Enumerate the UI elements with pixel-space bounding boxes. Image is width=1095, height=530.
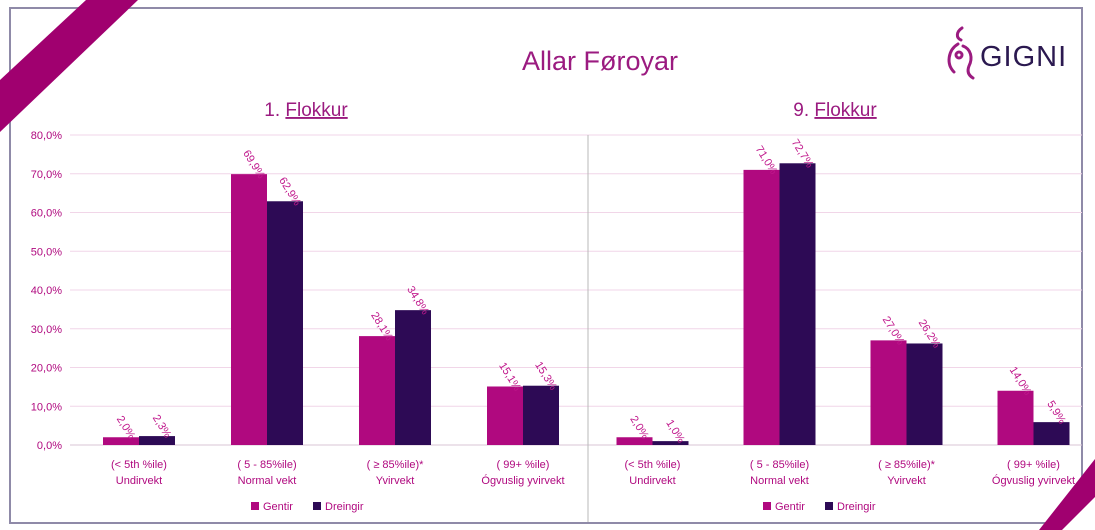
category-sublabel: Yvirvekt bbox=[376, 475, 415, 487]
y-tick-label: 0,0% bbox=[37, 440, 62, 452]
y-tick-label: 30,0% bbox=[31, 324, 62, 336]
bar-gentir-2-4 bbox=[997, 390, 1034, 445]
bar-gentir-1-3 bbox=[359, 336, 395, 445]
panel-1-title-prefix: 1. bbox=[264, 100, 285, 121]
panel-1-title: 1. Flokkur bbox=[264, 100, 348, 121]
panel-2-title-prefix: 9. bbox=[793, 100, 814, 121]
gigni-figure-icon bbox=[947, 26, 975, 80]
bar-dreingir-2-4 bbox=[1033, 422, 1070, 445]
bar-dreingir-1-2 bbox=[267, 201, 303, 445]
slide-border bbox=[9, 7, 1083, 524]
category-label: ( ≥ 85%ile)* bbox=[367, 459, 424, 471]
y-tick-label: 20,0% bbox=[31, 363, 62, 375]
bar-dreingir-2-1 bbox=[652, 441, 689, 445]
legend-swatch-dreingir bbox=[313, 502, 321, 510]
legend-label-gentir: Gentir bbox=[263, 501, 293, 513]
bar-gentir-2-1 bbox=[616, 437, 653, 445]
bar-dreingir-1-1 bbox=[139, 436, 175, 445]
category-sublabel: Undirvekt bbox=[629, 475, 675, 487]
category-label: ( 99+ %ile) bbox=[497, 459, 550, 471]
category-sublabel: Normal vekt bbox=[750, 475, 809, 487]
category-label: ( 99+ %ile) bbox=[1007, 459, 1060, 471]
y-tick-label: 70,0% bbox=[31, 169, 62, 181]
legend-label-dreingir: Dreingir bbox=[837, 501, 876, 513]
category-label: ( 5 - 85%ile) bbox=[237, 459, 296, 471]
bar-gentir-1-1 bbox=[103, 437, 139, 445]
bar-dreingir-2-3 bbox=[906, 343, 943, 445]
category-label: (< 5th %ile) bbox=[625, 459, 681, 471]
panel-2-title: 9. Flokkur bbox=[793, 100, 877, 121]
bar-dreingir-1-3 bbox=[395, 310, 431, 445]
category-label: (< 5th %ile) bbox=[111, 459, 167, 471]
legend-swatch-gentir bbox=[763, 502, 771, 510]
category-label: ( ≥ 85%ile)* bbox=[878, 459, 935, 471]
legend-label-dreingir: Dreingir bbox=[325, 501, 364, 513]
y-tick-label: 60,0% bbox=[31, 208, 62, 220]
bar-dreingir-2-2 bbox=[779, 163, 816, 445]
brand-name: GIGNI bbox=[980, 41, 1067, 73]
y-tick-label: 50,0% bbox=[31, 246, 62, 258]
bar-dreingir-1-4 bbox=[523, 385, 559, 445]
category-label: ( 5 - 85%ile) bbox=[750, 459, 809, 471]
corner-ribbon-top-left bbox=[0, 0, 138, 132]
bar-gentir-1-2 bbox=[231, 174, 267, 445]
corner-ribbon-gap bbox=[1062, 497, 1095, 530]
category-sublabel: Ógvuslig yvirvekt bbox=[481, 474, 564, 487]
legend-label-gentir: Gentir bbox=[775, 501, 805, 513]
bar-gentir-2-2 bbox=[743, 169, 780, 445]
y-tick-label: 40,0% bbox=[31, 285, 62, 297]
category-sublabel: Undirvekt bbox=[116, 475, 162, 487]
y-tick-label: 80,0% bbox=[31, 130, 62, 142]
category-sublabel: Normal vekt bbox=[238, 475, 297, 487]
chart-title: Allar Føroyar bbox=[522, 46, 678, 76]
y-tick-label: 10,0% bbox=[31, 401, 62, 413]
legend-swatch-dreingir bbox=[825, 502, 833, 510]
category-sublabel: Ógvuslig yvirvekt bbox=[992, 474, 1075, 487]
panel-1-title-link[interactable]: Flokkur bbox=[285, 100, 348, 121]
bar-gentir-1-4 bbox=[487, 386, 523, 445]
gigni-logo: GIGNI bbox=[947, 26, 1067, 80]
panel-2-title-link[interactable]: Flokkur bbox=[814, 100, 877, 121]
bar-gentir-2-3 bbox=[870, 340, 907, 445]
legend-swatch-gentir bbox=[251, 502, 259, 510]
category-sublabel: Yvirvekt bbox=[887, 475, 926, 487]
